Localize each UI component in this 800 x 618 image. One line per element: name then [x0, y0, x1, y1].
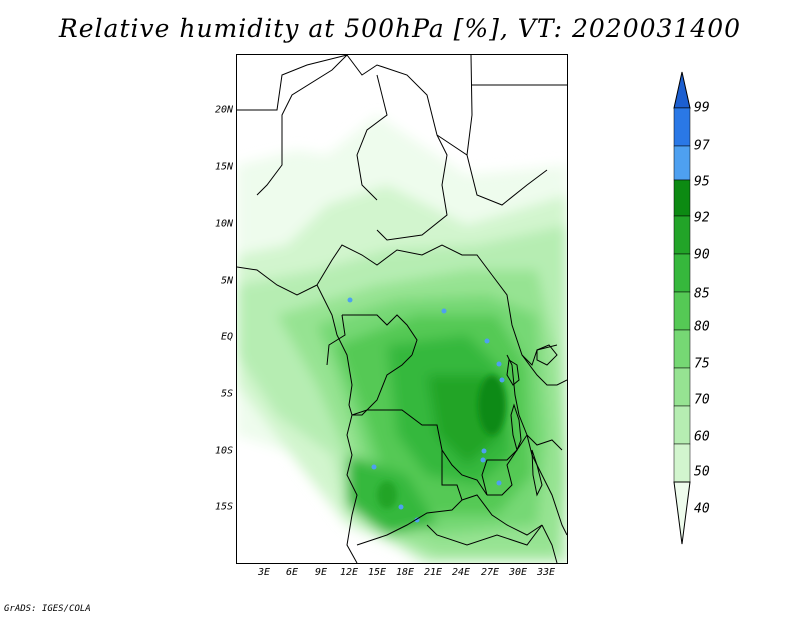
colorbar-swatch-70 — [673, 367, 691, 407]
lon-label-12e: 12E — [339, 567, 359, 578]
colorbar-swatch-60 — [673, 405, 691, 445]
colorbar-swatch-80 — [673, 291, 691, 331]
lat-label-eq: EQ — [220, 331, 233, 343]
chart-title: Relative humidity at 500hPa [%], VT: 202… — [58, 14, 742, 43]
colorbar-swatch-50 — [673, 443, 691, 483]
country-borders — [237, 55, 567, 563]
map-frame — [236, 54, 568, 564]
colorbar-swatch-75 — [673, 329, 691, 369]
lat-label-5s: 5S — [220, 388, 233, 400]
lat-label-10n: 10N — [214, 218, 233, 230]
colorbar-swatch-97 — [673, 107, 691, 147]
rh-92-core — [377, 481, 397, 509]
lon-label-24e: 24E — [451, 567, 471, 578]
lon-label-9e: 9E — [314, 567, 328, 578]
colorbar-label-80: 80 — [694, 319, 710, 335]
lon-label-6e: 6E — [285, 567, 299, 578]
humidity-map — [237, 55, 567, 563]
colorbar-label-40: 40 — [694, 501, 710, 517]
colorbar-label-95: 95 — [694, 174, 710, 190]
colorbar-swatch-85 — [673, 253, 691, 293]
lat-label-15n: 15N — [214, 161, 233, 173]
colorbar-label-85: 85 — [694, 286, 710, 302]
lakes — [506, 344, 558, 497]
colorbar-label-70: 70 — [694, 392, 710, 408]
colorbar-label-92: 92 — [694, 210, 710, 226]
lon-label-15e: 15E — [367, 567, 387, 578]
colorbar-label-50: 50 — [694, 464, 710, 480]
colorbar-swatch-92 — [673, 179, 691, 217]
colorbar-top-triangle — [673, 71, 691, 109]
lon-label-21e: 21E — [423, 567, 443, 578]
lon-label-3e: 3E — [257, 567, 271, 578]
lat-label-10s: 10S — [214, 445, 233, 457]
lat-label-5n: 5N — [220, 275, 233, 287]
colorbar-swatch-95 — [673, 145, 691, 181]
lon-label-30e: 30E — [508, 567, 528, 578]
lon-label-27e: 27E — [480, 567, 500, 578]
colorbar-label-60: 60 — [694, 429, 710, 445]
grads-credit: GrADS: IGES/COLA — [4, 604, 91, 614]
lon-label-18e: 18E — [395, 567, 415, 578]
rh-95-spots — [347, 297, 505, 523]
lon-label-33e: 33E — [536, 567, 556, 578]
colorbar-label-75: 75 — [694, 356, 710, 372]
lat-label-20n: 20N — [214, 104, 233, 116]
colorbar-bottom-triangle — [673, 481, 691, 545]
colorbar-label-99: 99 — [694, 100, 710, 116]
rh-92-core — [478, 375, 506, 435]
lat-label-15s: 15S — [214, 501, 233, 513]
colorbar — [673, 71, 691, 545]
colorbar-swatch-90 — [673, 215, 691, 255]
colorbar-label-90: 90 — [694, 247, 710, 263]
colorbar-label-97: 97 — [694, 138, 710, 154]
